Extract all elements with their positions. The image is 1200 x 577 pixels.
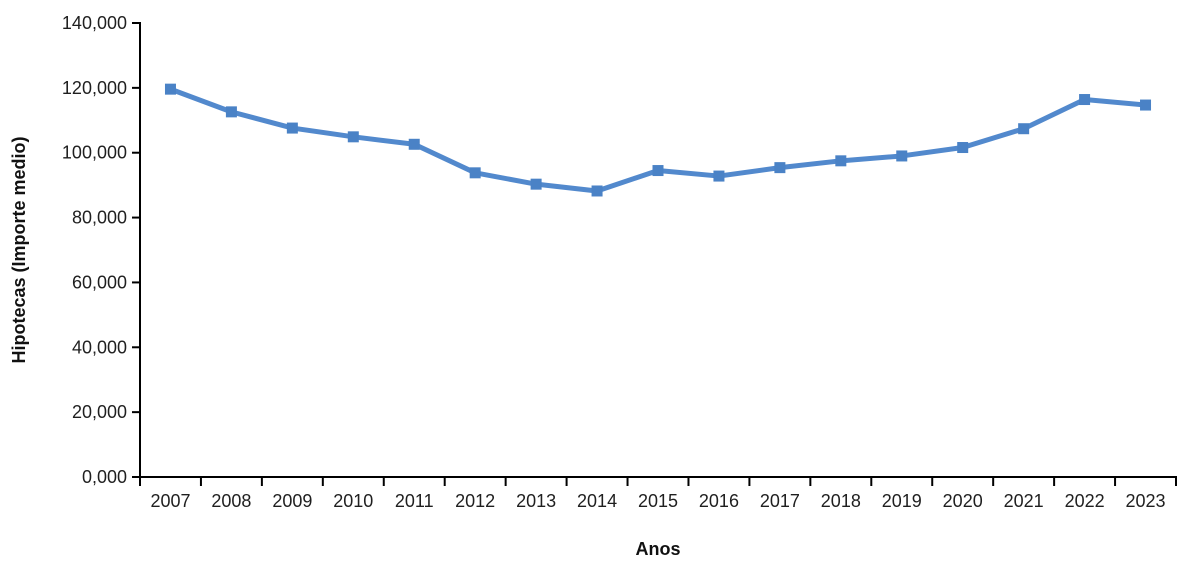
data-point-marker-2008	[225, 106, 237, 118]
x-tick-label: 2019	[882, 491, 922, 511]
data-point-marker-2016	[713, 170, 725, 182]
x-tick-label: 2023	[1126, 491, 1166, 511]
x-tick-label: 2022	[1065, 491, 1105, 511]
x-tick-label: 2016	[699, 491, 739, 511]
y-tick-label: 80,000	[72, 208, 127, 228]
y-axis-tick-labels: 0,000 20,000 40,000 60,000 80,000 100,000 120,…	[62, 13, 127, 487]
data-point-marker-2022	[1079, 94, 1091, 106]
y-tick-label: 100,000	[62, 143, 127, 163]
x-tick-label: 2017	[760, 491, 800, 511]
data-series	[164, 83, 1152, 197]
data-point-marker-2018	[835, 155, 847, 167]
x-tick-label: 2018	[821, 491, 861, 511]
data-point-marker-2012	[469, 167, 481, 179]
data-point-marker-2009	[286, 122, 298, 134]
x-tick-label: 2014	[577, 491, 617, 511]
y-tick-label: 0,000	[82, 467, 127, 487]
y-tick-label: 120,000	[62, 78, 127, 98]
data-point-marker-2020	[957, 142, 969, 154]
data-point-marker-2019	[896, 150, 908, 162]
y-tick-label: 20,000	[72, 402, 127, 422]
x-axis-ticks	[139, 477, 1177, 486]
x-axis-tick-labels: 2007 2008 2009 2010 2011 2012 2013 2014 2015 2016…	[150, 491, 1165, 511]
x-axis-title: Anos	[636, 539, 681, 559]
x-tick-label: 2011	[395, 491, 434, 511]
data-point-marker-2011	[408, 138, 420, 150]
x-tick-label: 2013	[516, 491, 556, 511]
data-point-marker-2015	[652, 165, 664, 177]
y-tick-label: 40,000	[72, 337, 127, 357]
x-tick-label: 2020	[943, 491, 983, 511]
data-point-marker-2014	[591, 185, 603, 197]
x-tick-label: 2008	[211, 491, 251, 511]
x-tick-label: 2021	[1004, 491, 1044, 511]
x-tick-label: 2015	[638, 491, 678, 511]
y-tick-label: 140,000	[62, 13, 127, 33]
data-point-marker-2010	[347, 131, 359, 143]
data-point-marker-2021	[1018, 123, 1030, 135]
x-tick-label: 2007	[150, 491, 190, 511]
x-tick-label: 2010	[333, 491, 373, 511]
y-tick-label: 60,000	[72, 272, 127, 292]
data-point-marker-2013	[530, 178, 542, 190]
data-point-marker-2007	[164, 83, 176, 95]
x-tick-label: 2012	[455, 491, 495, 511]
data-point-marker-2017	[774, 162, 786, 174]
y-axis-ticks	[132, 22, 140, 478]
y-axis-title: Hipotecas (Importe medio)	[9, 136, 29, 363]
x-tick-label: 2009	[272, 491, 312, 511]
data-point-marker-2023	[1140, 99, 1152, 111]
